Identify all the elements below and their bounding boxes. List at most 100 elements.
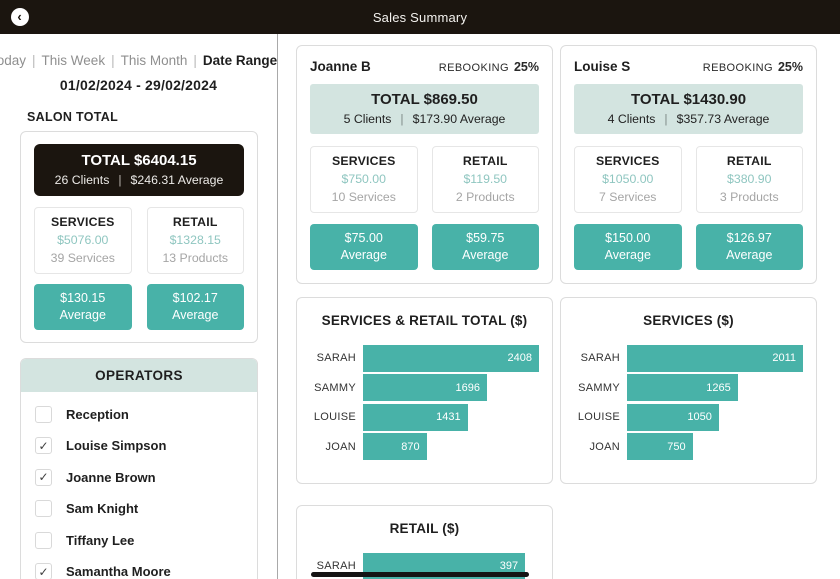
salon-retail-box: RETAIL $1328.15 13 Products (146, 207, 244, 274)
chart-title: RETAIL ($) (389, 520, 460, 536)
bar-row: JOAN 750 (574, 433, 803, 461)
bar-value: 397 (499, 560, 519, 573)
salon-services-average-button[interactable]: $130.15 Average (34, 284, 132, 330)
operator-name: Samantha Moore (66, 564, 171, 579)
retail-average-value: $59.75 (466, 231, 505, 245)
retail-average-value: $102.17 (172, 291, 218, 305)
services-average-button[interactable]: $150.00 Average (574, 224, 682, 270)
checkbox[interactable] (35, 531, 52, 549)
retail-box: RETAIL $380.90 3 Products (695, 146, 803, 213)
average-value: $357.73 Average (676, 112, 770, 126)
total-label: TOTAL (371, 91, 420, 108)
divider: | (664, 112, 668, 126)
services-box: SERVICES $1050.00 7 Services (574, 146, 682, 213)
average-value: $173.90 Average (412, 112, 506, 126)
operator-row-joanne-brown[interactable]: ✓ Joanne Brown (35, 468, 257, 486)
bar-row: LOUISE 1431 (310, 403, 539, 431)
filter-today[interactable]: Today (0, 53, 27, 68)
operator-row-samantha-moore[interactable]: ✓ Samantha Moore (35, 563, 257, 579)
bar-value: 1431 (436, 411, 461, 424)
chart-title: SERVICES & RETAIL TOTAL ($) (321, 312, 528, 328)
category-label: LOUISE (577, 411, 620, 424)
operator-name: Louise Simpson (66, 438, 167, 454)
retail-title: RETAIL (726, 154, 772, 168)
back-chevron-icon: ‹ (17, 8, 22, 24)
services-count: 39 Services (50, 251, 115, 265)
operator-row-sam-knight[interactable]: Sam Knight (35, 500, 257, 518)
services-average-label: Average (59, 307, 106, 322)
bar-row: SARAH 2011 (574, 344, 803, 372)
operator-row-louise-simpson[interactable]: ✓ Louise Simpson (35, 437, 257, 455)
checkbox[interactable] (35, 500, 52, 518)
bar-row: LOUISE 1050 (574, 403, 803, 431)
total-label: TOTAL (630, 91, 680, 108)
retail-count: 13 Products (162, 251, 229, 265)
rebooking-label: REBOOKING (702, 62, 773, 74)
bar: 1265 (627, 374, 738, 402)
chart-retail: RETAIL ($) SARAH 397 SAMMY 431 (296, 504, 553, 579)
category-label: SAMMY (314, 381, 356, 394)
operator-card-joanne-b: Joanne B REBOOKING 25% TOTAL $869.50 5 Cl… (296, 45, 553, 284)
retail-average-button[interactable]: $126.97 Average (695, 224, 803, 270)
rebooking-value: 25% (777, 60, 803, 74)
bar-value: 1696 (455, 381, 480, 394)
retail-count: 3 Products (719, 190, 779, 204)
rebooking-stat: REBOOKING 25% (439, 60, 539, 74)
retail-average-button[interactable]: $59.75 Average (431, 224, 539, 270)
operator-row-tiffany-lee[interactable]: Tiffany Lee (35, 531, 257, 549)
category-label: SARAH (580, 352, 620, 365)
services-average-value: $75.00 (344, 231, 383, 245)
date-range-display[interactable]: 01/02/2024 - 29/02/2024 (59, 77, 218, 93)
chart-title: SERVICES ($) (643, 312, 734, 328)
services-count: 10 Services (331, 190, 396, 204)
operator-row-reception[interactable]: Reception (35, 405, 257, 423)
services-average-label: Average (604, 247, 651, 262)
checkbox[interactable] (35, 405, 52, 423)
salon-total-value: $6404.15 (133, 152, 197, 169)
services-box: SERVICES $750.00 10 Services (310, 146, 418, 213)
retail-title: RETAIL (172, 215, 218, 229)
operators-heading: OPERATORS (21, 358, 257, 392)
filter-date-range[interactable]: Date Range (202, 53, 277, 68)
operators-card: OPERATORS Reception ✓ Louise Simpson ✓ J… (20, 357, 258, 579)
category-label: LOUISE (313, 411, 356, 424)
retail-title: RETAIL (462, 154, 508, 168)
date-filter-tabs: Today | This Week | This Month | Date Range (0, 53, 277, 68)
retail-average-label: Average (726, 247, 773, 262)
bar-value: 1265 (706, 381, 731, 394)
salon-total-banner: TOTAL $6404.15 26 Clients | $246.31 Averag… (34, 144, 244, 196)
salon-total-label: TOTAL (81, 152, 130, 169)
bar-row: JOAN 870 (310, 433, 539, 461)
services-average-button[interactable]: $75.00 Average (310, 224, 418, 270)
back-button[interactable]: ‹ (11, 8, 29, 26)
operator-card-name: Joanne B (310, 59, 371, 74)
filter-separator: | (32, 53, 36, 68)
retail-amount: $119.50 (463, 172, 508, 186)
salon-retail-average-button[interactable]: $102.17 Average (146, 284, 244, 330)
bar-value: 2408 (507, 352, 532, 365)
category-label: JOAN (325, 440, 356, 453)
filter-this-month[interactable]: This Month (120, 53, 188, 68)
checkbox[interactable]: ✓ (35, 468, 52, 486)
checkbox[interactable]: ✓ (35, 563, 52, 579)
services-amount: $750.00 (341, 172, 386, 186)
retail-amount: $1328.15 (169, 233, 221, 247)
salon-services-box: SERVICES $5076.00 39 Services (34, 207, 132, 274)
retail-average-value: $126.97 (726, 231, 772, 245)
home-indicator[interactable] (311, 572, 529, 577)
bar-chart: SARAH 2011 SAMMY 1265 LOUISE 1050 JOAN 7… (574, 344, 803, 461)
rebooking-stat: REBOOKING 25% (703, 60, 803, 74)
bar-value: 1050 (687, 411, 712, 424)
services-amount: $1050.00 (602, 172, 654, 186)
retail-count: 2 Products (455, 190, 515, 204)
operator-name: Sam Knight (66, 501, 139, 517)
salon-total-heading: SALON TOTAL (27, 110, 119, 124)
chart-services: SERVICES ($) SARAH 2011 SAMMY 1265 LOUIS… (560, 296, 817, 484)
operator-name: Joanne Brown (66, 469, 156, 485)
filter-separator: | (193, 53, 197, 68)
total-value: $869.50 (423, 91, 478, 108)
checkbox[interactable]: ✓ (35, 437, 52, 455)
services-average-value: $150.00 (605, 231, 651, 245)
filter-this-week[interactable]: This Week (41, 53, 106, 68)
clients-count: 5 Clients (343, 112, 392, 126)
